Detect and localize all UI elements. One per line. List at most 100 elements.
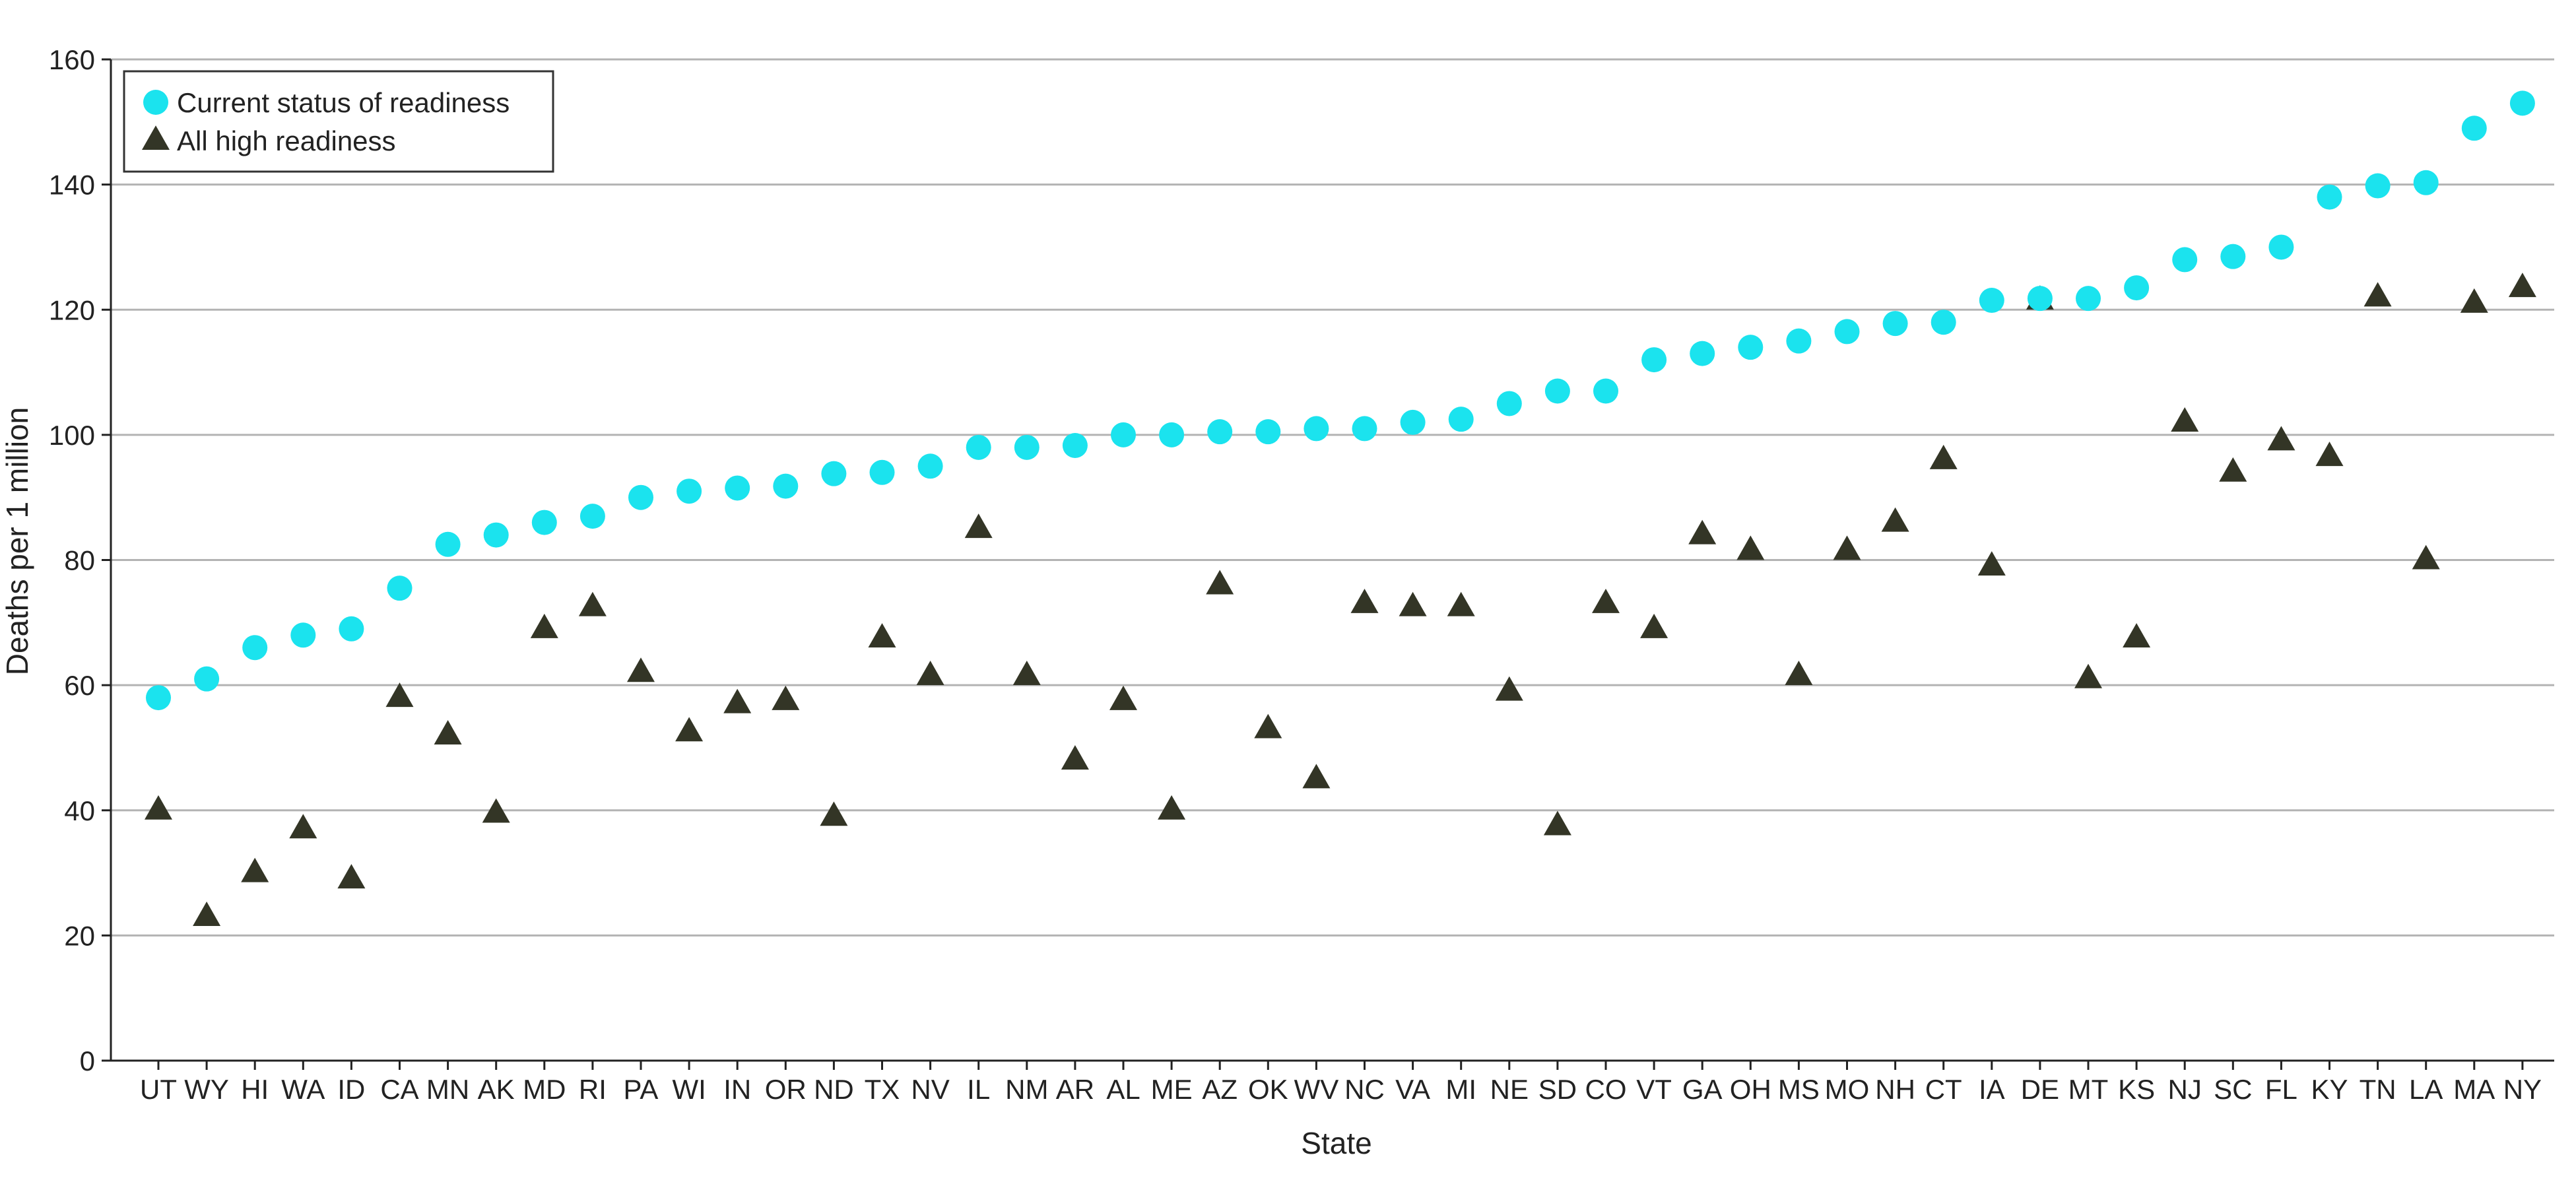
legend-marker-triangle	[142, 125, 170, 150]
x-tick-label-OK: OK	[1248, 1074, 1288, 1105]
x-tick-label-AK: AK	[478, 1074, 515, 1105]
x-tick-label-ID: ID	[337, 1074, 365, 1105]
y-tick-label-160: 160	[49, 44, 95, 75]
circle-point-CA	[387, 576, 413, 601]
x-tick-label-MI: MI	[1445, 1074, 1476, 1105]
circle-point-IA	[1979, 288, 2004, 314]
x-tick-label-IN: IN	[723, 1074, 751, 1105]
x-tick-label-ME: ME	[1151, 1074, 1193, 1105]
x-tick-label-FL: FL	[2265, 1074, 2297, 1105]
triangle-point-ME	[1158, 795, 1186, 820]
circle-point-PA	[628, 484, 653, 510]
circle-point-CO	[1593, 378, 1618, 404]
legend-marker-circle	[143, 90, 168, 115]
circle-point-VT	[1641, 347, 1667, 373]
x-tick-label-WY: WY	[184, 1074, 229, 1105]
x-tick-label-TX: TX	[865, 1074, 900, 1105]
x-tick-label-VA: VA	[1395, 1074, 1430, 1105]
circle-point-KS	[2124, 275, 2150, 301]
circle-point-IN	[725, 475, 750, 501]
triangle-point-PA	[627, 657, 655, 682]
y-axis-ticks: 0 20 40 60 80 100 120 140 160	[49, 44, 111, 1076]
circle-point-OR	[773, 473, 799, 499]
x-tick-label-WI: WI	[672, 1074, 706, 1105]
circle-point-HI	[242, 635, 268, 661]
triangle-point-KS	[2123, 623, 2151, 648]
x-tick-label-MD: MD	[523, 1074, 566, 1105]
triangle-point-MN	[434, 720, 462, 745]
triangle-point-FL	[2267, 426, 2295, 451]
circle-point-NY	[2509, 90, 2535, 116]
circle-point-WA	[290, 622, 316, 648]
x-tick-label-NM: NM	[1005, 1074, 1048, 1105]
y-tick-label-80: 80	[64, 545, 95, 576]
triangle-point-TX	[868, 623, 896, 648]
triangle-point-WV	[1302, 764, 1331, 789]
x-tick-label-IL: IL	[967, 1074, 990, 1105]
circle-point-ME	[1159, 422, 1185, 447]
x-tick-label-CA: CA	[380, 1074, 418, 1105]
triangle-point-HI	[241, 857, 269, 882]
circle-point-AK	[483, 522, 509, 548]
triangle-point-NH	[1881, 507, 1909, 532]
x-tick-label-SD: SD	[1538, 1074, 1577, 1105]
circle-point-TN	[2365, 173, 2391, 199]
triangle-point-AR	[1061, 744, 1089, 770]
triangle-point-AZ	[1206, 570, 1234, 595]
x-tick-label-VT: VT	[1636, 1074, 1672, 1105]
triangle-point-NC	[1350, 588, 1379, 613]
circle-point-MD	[531, 510, 557, 535]
x-tick-label-NV: NV	[911, 1074, 949, 1105]
legend: Current status of readiness All high rea…	[123, 70, 554, 173]
circle-point-NM	[1014, 434, 1040, 460]
legend-label-all-high-readiness: All high readiness	[177, 125, 396, 156]
circle-point-SC	[2220, 244, 2246, 269]
triangle-point-NJ	[2171, 407, 2199, 432]
triangle-point-TN	[2363, 282, 2392, 307]
triangle-point-WY	[193, 902, 221, 926]
triangle-point-NV	[916, 660, 944, 685]
series-all-high-readiness	[145, 273, 2536, 926]
circle-point-NH	[1882, 311, 1908, 337]
circle-point-UT	[146, 685, 171, 711]
x-tick-label-DE: DE	[2021, 1074, 2059, 1105]
y-tick-label-120: 120	[49, 294, 95, 325]
circle-point-OH	[1738, 335, 1764, 360]
x-tick-label-WV: WV	[1294, 1074, 1339, 1105]
triangle-point-MO	[1833, 535, 1861, 560]
x-tick-label-MN: MN	[426, 1074, 469, 1105]
x-tick-label-LA: LA	[2409, 1074, 2443, 1105]
y-axis-title: Deaths per 1 million	[0, 407, 34, 676]
triangle-point-VA	[1399, 591, 1427, 616]
y-tick-label-40: 40	[64, 795, 95, 826]
triangle-point-ND	[820, 801, 848, 826]
triangle-point-MA	[2460, 288, 2488, 313]
gridlines	[111, 58, 2554, 937]
triangle-point-VT	[1640, 613, 1668, 638]
triangle-point-RI	[578, 591, 607, 616]
x-tick-label-AR: AR	[1056, 1074, 1094, 1105]
triangle-point-NY	[2508, 273, 2536, 298]
circle-point-WY	[194, 666, 220, 692]
x-tick-label-OR: OR	[765, 1074, 807, 1105]
circle-point-ID	[339, 616, 364, 642]
triangle-point-WA	[289, 814, 317, 839]
circle-point-WV	[1304, 416, 1329, 442]
triangle-point-AK	[482, 798, 510, 823]
circle-point-MS	[1786, 328, 1812, 354]
circle-point-NV	[917, 453, 943, 479]
x-tick-label-MS: MS	[1778, 1074, 1820, 1105]
triangle-point-MT	[2074, 663, 2102, 688]
circle-point-MT	[2076, 286, 2101, 312]
x-tick-label-RI: RI	[579, 1074, 607, 1105]
x-tick-label-CO: CO	[1585, 1074, 1627, 1105]
circle-point-IL	[966, 434, 991, 460]
triangle-point-CT	[1929, 444, 1958, 469]
circle-point-MN	[435, 531, 461, 557]
circle-point-AR	[1062, 432, 1088, 458]
triangle-point-CA	[385, 682, 414, 708]
triangle-point-IA	[1977, 551, 2006, 576]
x-tick-label-AZ: AZ	[1202, 1074, 1238, 1105]
triangle-point-MI	[1447, 591, 1475, 616]
x-tick-label-AL: AL	[1106, 1074, 1140, 1105]
